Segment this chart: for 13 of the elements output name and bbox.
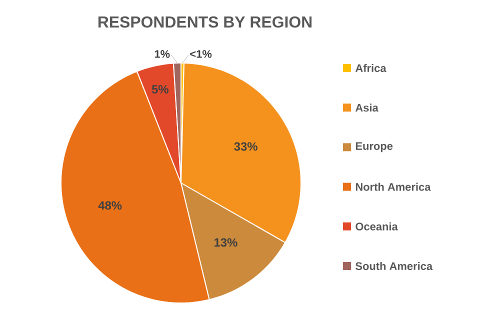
data-label: 33% [234,142,258,151]
legend-label: Europe [356,142,393,152]
data-label: 13% [214,238,238,247]
data-label: <1% [190,50,212,58]
data-label: 5% [152,85,168,94]
data-label: 1% [154,50,170,58]
legend-label: South America [356,262,433,270]
legend-label: Oceania [356,222,398,230]
legend-label: Asia [355,104,378,112]
chart-title: RESPONDENTS BY REGION [98,16,312,28]
legend-label: Africa [355,64,386,72]
legend-label: North America [356,182,431,191]
data-label: 48% [98,201,122,210]
